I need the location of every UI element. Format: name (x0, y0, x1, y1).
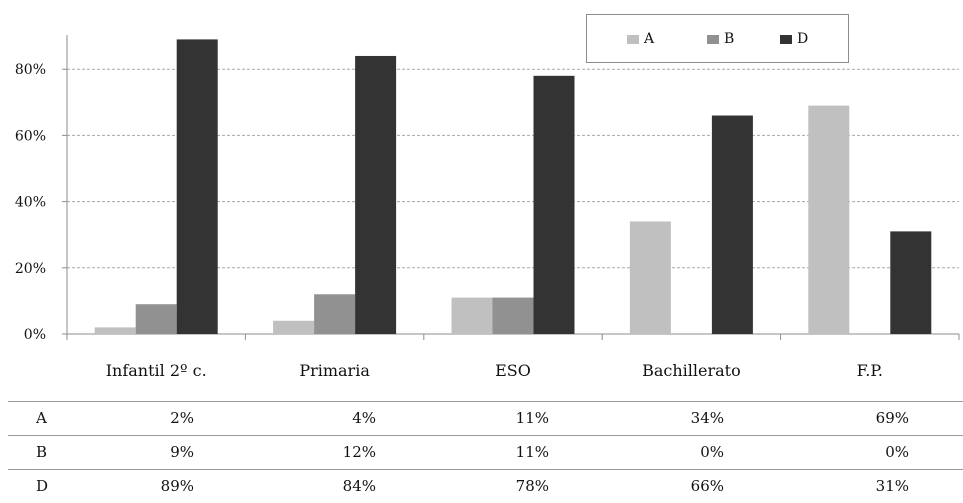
legend-entry-d: D (780, 31, 808, 47)
y-tick-label: 80% (15, 62, 46, 78)
bar-b (314, 294, 356, 334)
table-cell: 11% (515, 443, 549, 461)
bar-d (533, 75, 575, 334)
bar-b (492, 297, 534, 334)
legend-swatch-a (627, 34, 639, 44)
x-tick-label: Bachillerato (642, 361, 741, 380)
table-cell: 11% (515, 409, 549, 427)
x-tick-label: Infantil 2º c. (106, 361, 207, 380)
table-row-label: B (36, 443, 48, 461)
legend-label-a: A (644, 31, 655, 47)
table-row-label: A (36, 409, 47, 427)
table-cell: 34% (690, 409, 724, 427)
y-tick-label: 0% (24, 327, 46, 343)
table-cell: 9% (170, 443, 194, 461)
legend-label-d: D (797, 31, 809, 47)
table-cell: 4% (352, 409, 376, 427)
table-cell: 66% (690, 477, 724, 495)
table-row-label: D (36, 477, 49, 495)
y-tick-label: 60% (15, 128, 46, 144)
bar-d (890, 231, 932, 334)
bar-d (711, 115, 753, 334)
x-tick-label: Primaria (299, 361, 370, 380)
bar-d (176, 39, 218, 334)
table-cell: 78% (515, 477, 549, 495)
bar-b (135, 304, 177, 334)
bar-a (451, 297, 493, 334)
bar-a (808, 105, 850, 334)
table-cell: 0% (885, 443, 909, 461)
gridlines (62, 68, 959, 335)
y-tick-label: 40% (15, 195, 46, 211)
x-tick-label: F.P. (857, 361, 883, 380)
bar-a (629, 221, 671, 334)
legend-swatch-d (780, 34, 792, 44)
legend-entry-a: A (627, 31, 654, 47)
bars (94, 39, 932, 335)
table-cell: 69% (875, 409, 909, 427)
table-row-d: D 89% 84% 78% 66% 31% (8, 469, 963, 502)
table-cell: 0% (700, 443, 724, 461)
legend-label-b: B (724, 31, 735, 47)
bar-d (355, 55, 397, 335)
table-row-a: A 2% 4% 11% 34% 69% (8, 401, 963, 434)
legend: A B D (586, 14, 849, 63)
legend-swatch-b (707, 34, 719, 44)
bar-a (94, 327, 136, 334)
bar-chart: 0% 20% 40% 60% 80% Infantil 2º c. Primaria ESO… (15, 35, 960, 380)
x-tick-label: ESO (495, 361, 531, 380)
table-cell: 89% (160, 477, 194, 495)
x-tick-labels: Infantil 2º c. Primaria ESO Bachillerato F.P… (106, 361, 883, 380)
y-tick-label: 20% (15, 261, 46, 277)
legend-entry-b: B (707, 31, 734, 47)
y-tick-labels: 0% 20% 40% 60% 80% (15, 62, 46, 343)
table-cell: 12% (342, 443, 376, 461)
table-cell: 31% (875, 477, 909, 495)
table-cell: 2% (170, 409, 194, 427)
table-row-b: B 9% 12% 11% 0% 0% (8, 435, 963, 468)
bar-a (273, 320, 315, 334)
table-cell: 84% (342, 477, 376, 495)
